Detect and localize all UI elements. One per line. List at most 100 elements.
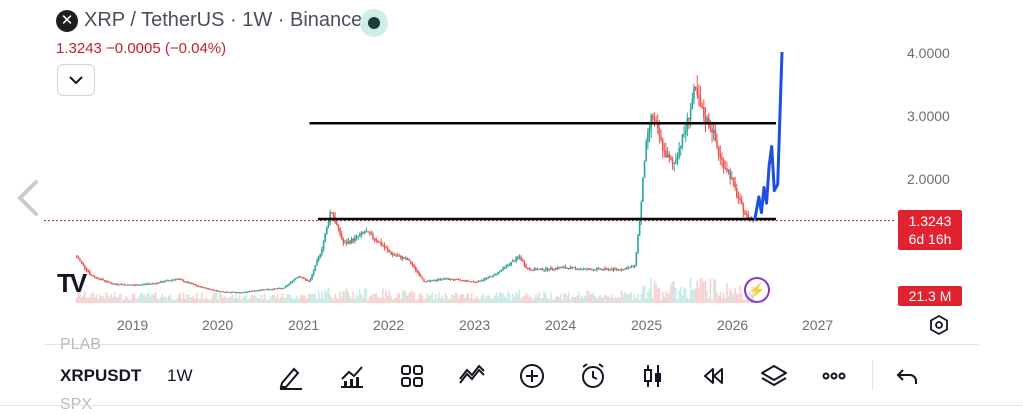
candle-body [138, 285, 141, 287]
volume-bar [497, 296, 499, 303]
symbol-selector[interactable]: XRPUSDT [60, 366, 142, 385]
candle-body [472, 281, 475, 283]
volume-bar [696, 280, 699, 303]
volume-bar [591, 293, 593, 303]
volume-bar [120, 293, 122, 303]
volume-bar [579, 297, 582, 303]
settings-icon[interactable] [928, 314, 950, 336]
chevron-left-icon[interactable] [14, 178, 42, 218]
volume-bar [250, 295, 252, 303]
volume-bar [489, 295, 491, 303]
volume-bar [607, 296, 610, 303]
candle-body [416, 270, 419, 273]
candlestick-type-icon[interactable] [638, 361, 668, 391]
watchlist-next-symbol[interactable]: SPX [60, 396, 93, 413]
volume-bar [153, 294, 155, 303]
candle-body [660, 136, 662, 140]
candle-body [449, 278, 452, 280]
add-symbol-icon[interactable] [517, 361, 547, 391]
candle-body [656, 123, 659, 129]
volume-bar [436, 297, 438, 303]
candle-body [316, 260, 318, 266]
candle-body [227, 291, 229, 293]
volume-bar [215, 293, 218, 303]
candle-body [461, 280, 463, 282]
market-status-icon[interactable] [360, 9, 388, 37]
candle-body [559, 267, 562, 269]
candle-body [344, 242, 346, 244]
volume-bar [596, 298, 598, 303]
candle-body [694, 86, 697, 88]
drawing-tool-icon[interactable] [276, 361, 306, 391]
candle-body [714, 130, 717, 141]
candle-body [732, 177, 735, 183]
interval-selector[interactable]: 1W [167, 366, 193, 385]
undo-icon[interactable] [892, 361, 922, 391]
candle-body [251, 290, 254, 292]
tradingview-logo: TV [57, 268, 87, 298]
volume-bar [148, 293, 150, 303]
candle-body [347, 241, 350, 244]
collapse-legend-button[interactable] [57, 64, 95, 96]
candle-body [727, 169, 730, 172]
volume-bar [731, 291, 733, 303]
indicators-icon[interactable] [337, 361, 367, 391]
candle-body [493, 274, 496, 276]
volume-bar [177, 294, 180, 303]
volume-bar [365, 289, 368, 303]
watchlist-prev-symbol[interactable]: PLAB [60, 336, 101, 353]
candle-body [638, 221, 641, 236]
candle-body [296, 277, 299, 279]
layers-icon[interactable] [759, 361, 789, 391]
volume-bar [442, 299, 445, 303]
chart-title[interactable]: XRP / TetherUS · 1W · Binance [84, 9, 363, 31]
candle-body [503, 266, 506, 268]
candle-body [327, 221, 330, 227]
layout-grid-icon[interactable] [397, 361, 427, 391]
volume-bar [332, 299, 335, 303]
candle-body [531, 270, 534, 272]
volume-bar [100, 295, 103, 303]
projection-drawing[interactable] [753, 51, 784, 221]
horizontal-levels[interactable] [309, 121, 776, 221]
candle-body [676, 157, 679, 161]
replay-icon[interactable] [698, 361, 728, 391]
candle-body [304, 278, 307, 280]
volume-bar [500, 292, 503, 303]
volume-bar [714, 280, 717, 303]
volume-bar [711, 299, 713, 303]
candle-body [737, 196, 740, 199]
volume-bar [465, 293, 468, 303]
candle-body [408, 259, 410, 261]
candle-body [693, 86, 695, 100]
candle-body [424, 281, 427, 283]
alarm-clock-icon[interactable] [578, 361, 608, 391]
candle-body [530, 269, 532, 271]
candle-body [426, 280, 429, 282]
candle-body [579, 268, 582, 270]
candle-body [576, 268, 578, 270]
candle-body [688, 117, 690, 120]
volume-bar [459, 294, 462, 303]
volume-bar [628, 293, 631, 303]
volume-bar [209, 299, 211, 303]
candle-body [199, 286, 201, 288]
candle-body [553, 269, 555, 271]
volume-bar [204, 297, 206, 303]
volume-bar [268, 299, 271, 303]
candle-body [276, 288, 279, 290]
compare-icon[interactable] [457, 361, 487, 391]
volume-bar [293, 298, 295, 303]
candle-body [431, 280, 434, 282]
volume-bar [541, 298, 544, 303]
candle-body [217, 290, 220, 292]
volume-bar [482, 293, 485, 303]
candle-body [513, 260, 516, 262]
candle-body [411, 263, 414, 266]
more-options-icon[interactable] [819, 361, 849, 391]
candle-body [319, 254, 322, 257]
volume-bar [288, 294, 290, 303]
lightning-icon[interactable]: ⚡ [744, 277, 770, 303]
volume-bar [480, 295, 483, 303]
